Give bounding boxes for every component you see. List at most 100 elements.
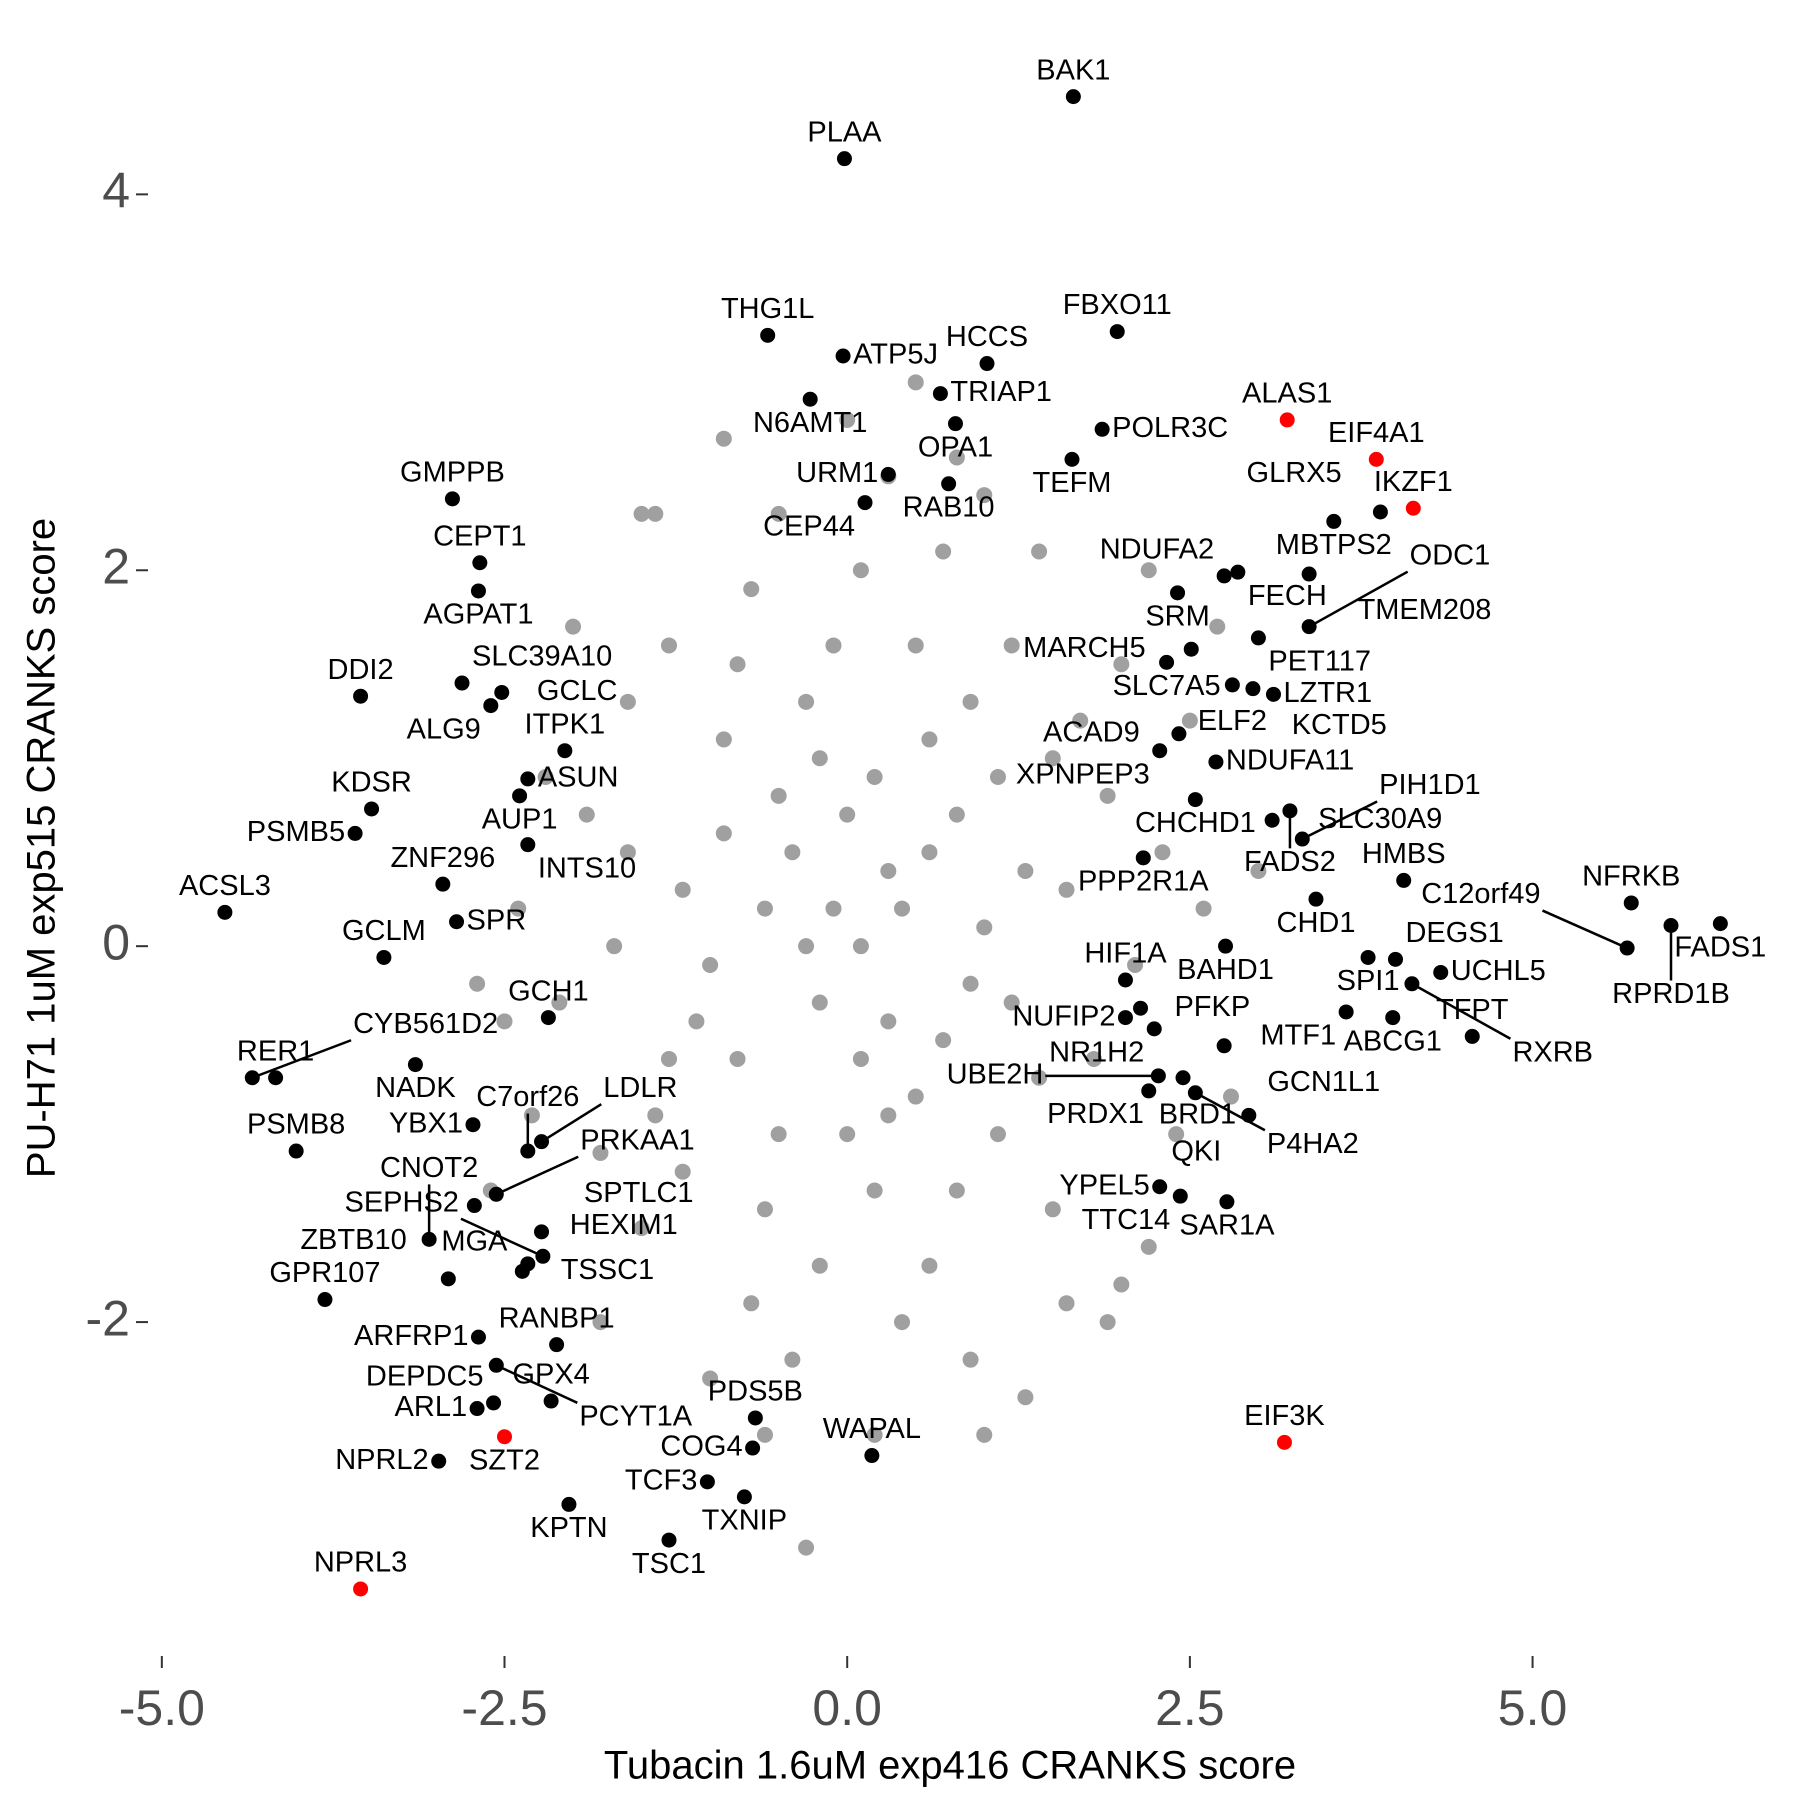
point-label: NDUFA11 [1226,745,1354,777]
point-label: ARL1 [395,1391,468,1423]
point-label: RPRD1B [1612,978,1730,1010]
point-label: GCLM [342,915,426,947]
point-label: TFPT [1436,994,1509,1026]
y-tick-label: 4 [102,163,130,219]
point-label: GCN1L1 [1267,1066,1380,1098]
point-label: COG4 [660,1431,742,1463]
highlight-point [217,904,233,920]
point [1195,900,1212,917]
point-label: NADK [375,1072,456,1104]
point-label: TSC1 [632,1548,706,1580]
point-label: INTS10 [538,852,636,884]
point [976,919,993,936]
highlight-point [543,1393,559,1409]
highlight-point [1218,938,1234,954]
highlight-point [470,583,486,599]
point-label: SPTLC1 [584,1177,694,1209]
point-label: ITPK1 [525,708,606,740]
point [551,994,568,1011]
point-label: PRDX1 [1047,1098,1144,1130]
point-label: ZNF296 [390,842,495,874]
highlight-point [435,876,451,892]
point [962,1351,979,1368]
point [1181,712,1198,729]
point-label: PLAA [807,116,882,148]
point-label: CHD1 [1277,907,1356,939]
point-label: NDUFA2 [1100,534,1214,566]
point-label: GMPPB [400,457,505,489]
point [1154,844,1171,861]
leader-line [460,1217,544,1258]
point [1223,1088,1239,1105]
point-label: BRD1 [1159,1099,1236,1131]
point-label: RAB10 [903,491,995,523]
point-label: ARFRP1 [354,1320,468,1352]
point-label: HCCS [946,321,1028,353]
point-label: HEXIM1 [570,1209,678,1241]
point [510,900,527,917]
highlight-point [557,743,573,759]
point-label: GCLC [537,675,618,707]
highlight-point [486,1395,502,1411]
point [894,900,911,917]
point-label: SPR [467,904,527,936]
point [1017,862,1034,879]
highlight-point [268,1070,284,1086]
highlight-point [1117,972,1133,988]
point [1072,712,1089,729]
highlight-point [1396,872,1412,888]
point [948,449,965,466]
highlight-point [760,327,776,343]
point [743,1295,760,1312]
highlight-point [407,1057,423,1073]
point-label: SAR1A [1179,1209,1275,1241]
point [1140,1238,1157,1255]
leader-line [1194,1091,1266,1132]
point-label: TMEM208 [1358,594,1492,626]
highlight-point [1301,566,1317,582]
point-label: ABCG1 [1344,1025,1442,1057]
point [935,543,952,560]
point-label: DEGS1 [1405,917,1503,949]
point-label: DDI2 [328,654,394,686]
point [784,1351,801,1368]
highlight-point [941,476,957,492]
point-label: P4HA2 [1267,1128,1359,1160]
highlight-point [494,684,510,700]
point [935,1032,952,1049]
point-label: PET117 [1268,646,1371,678]
point [880,1013,897,1030]
point [469,975,486,992]
point [729,1050,746,1067]
point [811,994,828,1011]
point [825,637,842,654]
point [674,1163,691,1180]
highlight-point [1117,1010,1133,1026]
point-label: N6AMT1 [753,407,867,439]
point-label: LDLR [603,1072,677,1104]
point [1250,862,1267,879]
point [578,806,595,823]
highlight-point [469,1401,485,1417]
highlight-point [1326,513,1342,529]
point-label: TRIAP1 [950,376,1052,408]
point-label: PDS5B [708,1376,803,1408]
highlight-point [1308,891,1324,907]
highlight-point [1171,726,1187,742]
y-tick-label: -2 [86,1290,130,1346]
x-tick-label: 5.0 [1498,1680,1568,1736]
highlight-point [288,1143,304,1159]
point [1099,1314,1116,1331]
point-label: RANBP1 [499,1302,615,1334]
point-label: HIF1A [1084,938,1167,970]
point [1031,543,1048,560]
point [565,618,582,635]
point-label: KDSR [331,767,412,799]
point [907,637,924,654]
point-label: TTC14 [1082,1204,1171,1236]
point-label: C7orf26 [476,1081,579,1113]
point-label: ELF2 [1198,705,1267,737]
point-label: SLC7A5 [1113,670,1221,702]
highlight-point [470,1329,486,1345]
point [592,1144,609,1161]
